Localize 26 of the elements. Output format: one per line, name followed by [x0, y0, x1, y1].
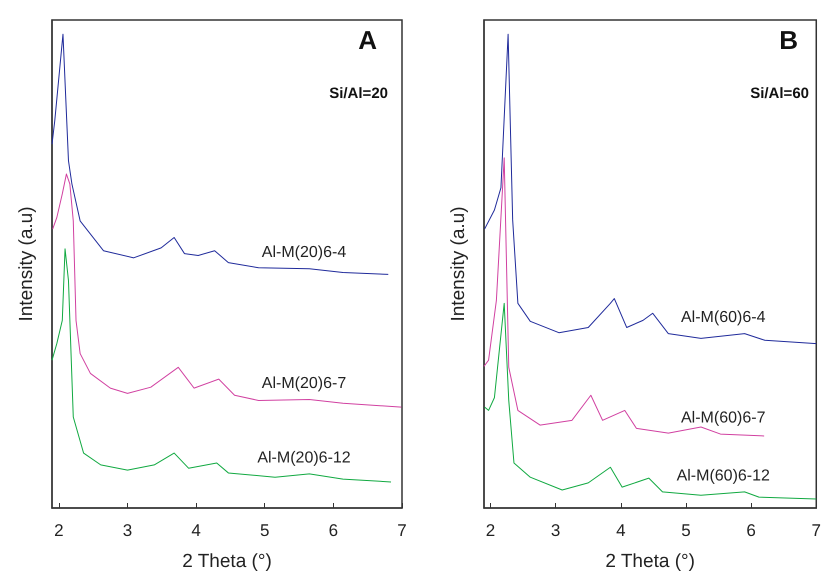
x-tick-label: 5 [681, 521, 691, 540]
x-axis-title: 2 Theta (°) [605, 551, 695, 572]
chart-title: B [779, 25, 798, 55]
annotation: Si/Al=20 [329, 85, 388, 102]
series-label: Al-M(20)6-4 [262, 244, 346, 262]
x-tick-label: 5 [260, 521, 270, 540]
x-tick-label: 7 [812, 521, 822, 540]
series-label: Al-M(20)6-7 [262, 375, 346, 392]
x-tick-label: 2 [486, 521, 496, 540]
series-label: Al-M(60)6-12 [676, 467, 770, 484]
x-tick-label: 6 [328, 521, 338, 540]
x-tick-label: 4 [616, 521, 626, 540]
series-label: Al-M(60)6-4 [681, 309, 766, 326]
chart-title: A [358, 25, 378, 55]
x-tick-label: 7 [397, 521, 407, 540]
annotation: Si/Al=60 [750, 85, 810, 102]
x-tick-label: 6 [746, 521, 756, 540]
x-tick-label: 2 [54, 521, 64, 540]
series-label: Al-M(60)6-7 [681, 410, 766, 427]
x-axis-title: 2 Theta (°) [182, 551, 272, 572]
series-label: Al-M(20)6-12 [257, 449, 351, 466]
x-tick-label: 3 [550, 521, 560, 540]
x-tick-label: 3 [122, 521, 132, 540]
y-axis-title: Intensity (a.u) [448, 206, 469, 322]
x-tick-label: 4 [191, 521, 201, 540]
y-axis-title: Intensity (a.u) [16, 206, 37, 322]
